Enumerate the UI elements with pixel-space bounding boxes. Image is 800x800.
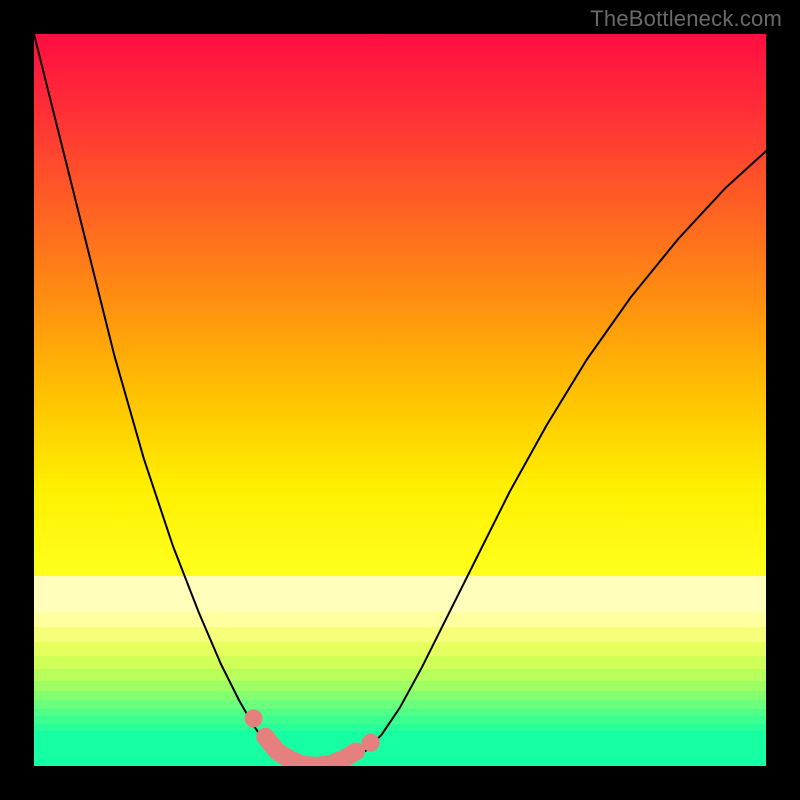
watermark-text: TheBottleneck.com [590, 6, 782, 32]
marker-dot [245, 709, 263, 727]
plot-area [34, 34, 766, 766]
marker-segment [265, 737, 356, 766]
data-markers [34, 34, 766, 766]
marker-dot [362, 734, 380, 752]
